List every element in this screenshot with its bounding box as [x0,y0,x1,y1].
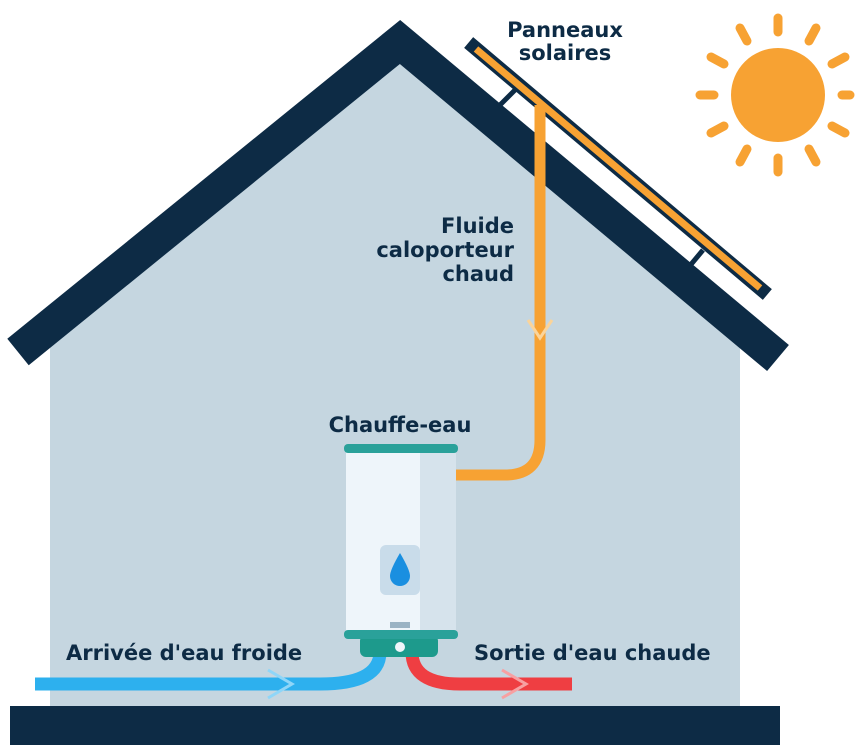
cold-pipe [35,651,387,691]
cold-in-label: Arrivée d'eau froide [66,641,302,665]
fluid-label: Fluide caloporteur chaud [376,214,514,286]
heater-label: Chauffe-eau [329,413,472,437]
panel-support [496,88,517,109]
hot-pipe [405,651,572,691]
panels-label: Panneaux solaires [507,18,623,65]
label-line: solaires [519,41,612,65]
hot-arrow [501,668,529,700]
water-heater [344,444,458,657]
roof [7,19,789,372]
fluid-arrow [526,319,554,341]
house-wall [50,62,740,708]
panel-support [686,248,705,270]
ground [10,706,780,745]
cold-arrow [267,668,295,700]
label-line: Panneaux [507,18,623,42]
solar-panel [473,46,763,291]
label-line: chaud [442,262,514,286]
label-line: Fluide [441,214,514,238]
fluid-pipe [455,105,546,481]
sun [695,13,855,177]
label-line: caloporteur [376,238,514,262]
hot-out-label: Sortie d'eau chaude [474,641,711,665]
